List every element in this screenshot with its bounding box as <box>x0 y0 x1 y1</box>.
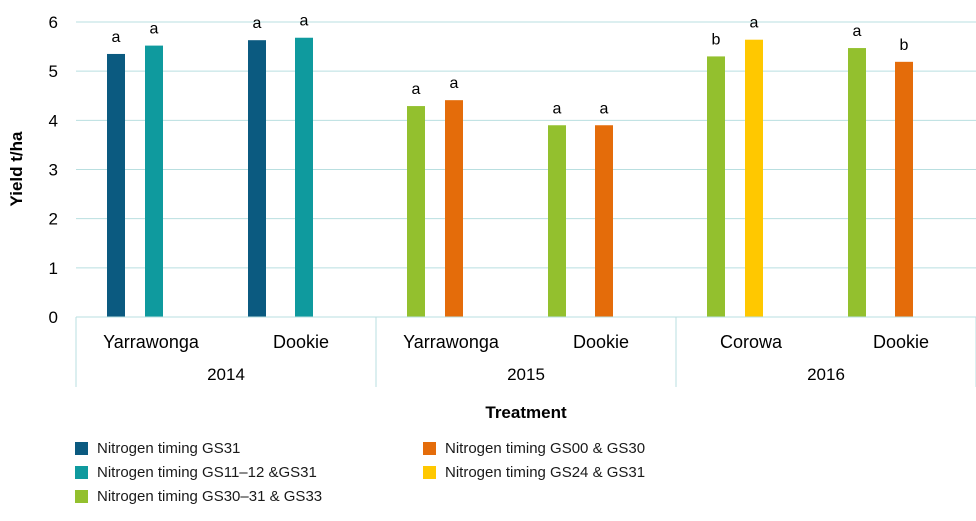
site-label: Corowa <box>720 332 783 352</box>
legend-label: Nitrogen timing GS24 & GS31 <box>445 464 646 481</box>
year-label: 2014 <box>207 365 245 384</box>
bar-labels: a a a a a a a a b a a b <box>112 13 909 118</box>
y-tick-label: 3 <box>49 161 58 180</box>
legend-label: Nitrogen timing GS11–12 &GS31 <box>97 464 317 481</box>
bar <box>548 125 566 317</box>
bar-label: a <box>112 29 121 46</box>
bar-label: b <box>900 37 909 54</box>
bar-label: b <box>712 31 721 48</box>
bars <box>107 37 913 318</box>
site-label: Yarrawonga <box>403 332 500 352</box>
y-tick-label: 5 <box>49 62 58 81</box>
bar-label: a <box>750 15 759 32</box>
bar-label: a <box>150 21 159 38</box>
legend-label: Nitrogen timing GS31 <box>97 440 241 457</box>
legend-swatch <box>75 490 88 503</box>
y-axis-title: Yield t/ha <box>7 131 26 206</box>
legend-item: Nitrogen timing GS31 <box>75 440 240 457</box>
y-tick-label: 0 <box>49 308 58 327</box>
bar <box>295 37 313 317</box>
bar <box>145 45 163 317</box>
legend-item: Nitrogen timing GS00 & GS30 <box>423 440 645 457</box>
legend-swatch <box>75 442 88 455</box>
bar-label: a <box>253 15 262 32</box>
legend-swatch <box>423 466 436 479</box>
bar <box>848 48 866 317</box>
legend-swatch <box>75 466 88 479</box>
y-tick-label: 2 <box>49 210 58 229</box>
bar <box>745 39 763 317</box>
y-tick-label: 6 <box>49 13 58 32</box>
bar-label: a <box>853 23 862 40</box>
bar <box>707 56 725 318</box>
bar-label: a <box>300 13 309 30</box>
bar-label: a <box>553 100 562 117</box>
site-label: Dookie <box>873 332 929 352</box>
legend-item: Nitrogen timing GS30–31 & GS33 <box>75 488 322 505</box>
y-tick-label: 1 <box>49 259 58 278</box>
y-axis: 0 1 2 3 4 5 6 <box>49 13 58 327</box>
legend-item: Nitrogen timing GS11–12 &GS31 <box>75 464 317 481</box>
year-label: 2016 <box>807 365 845 384</box>
x-axis: Yarrawonga Dookie Yarrawonga Dookie Corowa Do… <box>75 316 976 387</box>
x-axis-title: Treatment <box>485 403 567 422</box>
year-label: 2015 <box>507 365 545 384</box>
site-label: Dookie <box>273 332 329 352</box>
site-label: Dookie <box>573 332 629 352</box>
bar <box>248 40 266 318</box>
y-tick-label: 4 <box>49 111 58 130</box>
bar-label: a <box>600 100 609 117</box>
bar <box>407 106 425 317</box>
gridlines <box>76 21 976 269</box>
bar <box>107 53 125 317</box>
bar <box>445 100 463 317</box>
bar <box>595 125 613 317</box>
legend-item: Nitrogen timing GS24 & GS31 <box>423 464 645 481</box>
bar-label: a <box>450 75 459 92</box>
legend-label: Nitrogen timing GS00 & GS30 <box>445 440 646 457</box>
legend-swatch <box>423 442 436 455</box>
legend-label: Nitrogen timing GS30–31 & GS33 <box>97 488 323 505</box>
bar-label: a <box>412 81 421 98</box>
bar <box>895 61 913 318</box>
site-label: Yarrawonga <box>103 332 200 352</box>
